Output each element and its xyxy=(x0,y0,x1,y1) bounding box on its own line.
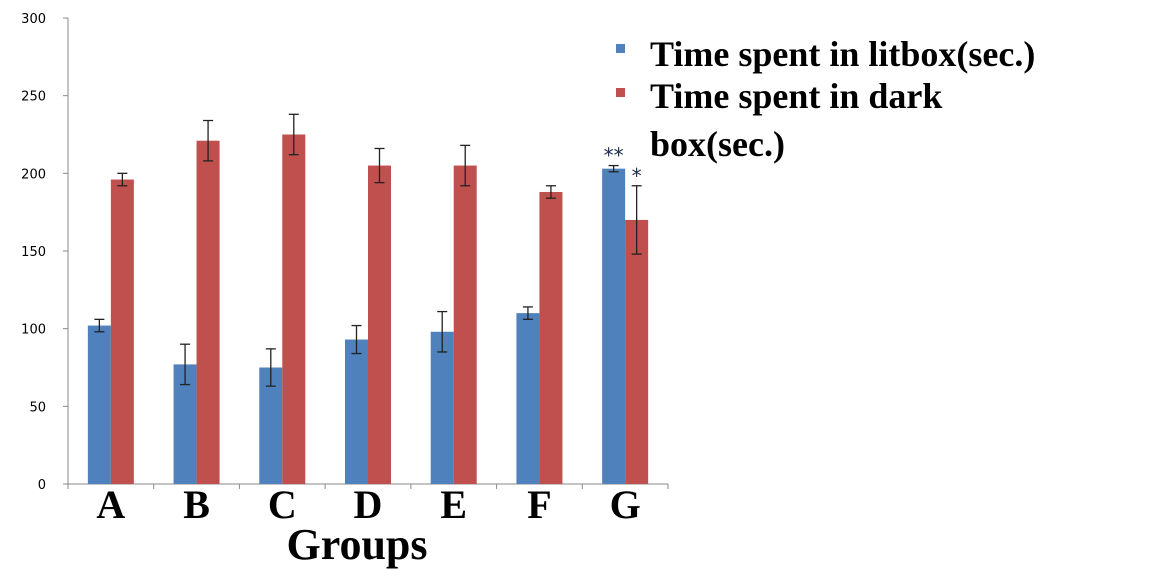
x-tick-label: D xyxy=(354,482,383,527)
bar-litbox xyxy=(602,168,626,484)
x-axis-title: Groups xyxy=(286,520,427,569)
legend-label-litbox: Time spent in litbox(sec.) xyxy=(650,34,1035,74)
x-tick-label: C xyxy=(268,482,297,527)
x-tick-label: A xyxy=(96,482,125,527)
legend: Time spent in litbox(sec.) Time spent in… xyxy=(616,34,1035,164)
bar-darkbox xyxy=(453,165,477,485)
y-tick-label: 50 xyxy=(29,400,46,415)
significance-marker: ** xyxy=(604,144,624,168)
x-tick-label: B xyxy=(183,482,210,527)
bar-litbox xyxy=(259,367,283,484)
bar-litbox xyxy=(173,364,197,484)
bar-darkbox xyxy=(539,191,563,484)
bar-litbox xyxy=(430,331,454,484)
significance-annotations: *** xyxy=(604,144,642,188)
legend-label-darkbox-line1: Time spent in dark xyxy=(650,76,942,116)
bar-litbox xyxy=(345,339,368,484)
y-tick-label: 100 xyxy=(21,323,46,338)
bars xyxy=(87,134,649,485)
significance-marker: * xyxy=(632,164,642,188)
legend-swatch-darkbox xyxy=(616,88,625,97)
y-tick-label: 0 xyxy=(38,478,46,493)
bar-litbox xyxy=(87,325,111,484)
bar-darkbox xyxy=(625,219,649,484)
error-bars xyxy=(94,113,642,387)
bar-darkbox xyxy=(282,134,306,484)
x-tick-label: E xyxy=(440,482,467,527)
legend-label-darkbox-line2: box(sec.) xyxy=(650,124,785,164)
y-tick-label: 200 xyxy=(21,167,46,182)
x-tick-label: F xyxy=(527,482,551,527)
y-tick-label: 150 xyxy=(21,245,46,260)
x-tick-label: G xyxy=(610,482,641,527)
y-tick-label: 300 xyxy=(21,12,46,27)
legend-swatch-litbox xyxy=(616,44,625,53)
bar-darkbox xyxy=(368,165,391,485)
bar-darkbox xyxy=(196,140,220,485)
x-axis: A B C D E F G xyxy=(67,482,669,527)
y-axis: 0 50 100 150 200 250 300 xyxy=(21,12,69,493)
y-tick-label: 250 xyxy=(21,90,46,105)
bar-darkbox xyxy=(110,179,134,484)
bar-litbox xyxy=(516,313,540,484)
